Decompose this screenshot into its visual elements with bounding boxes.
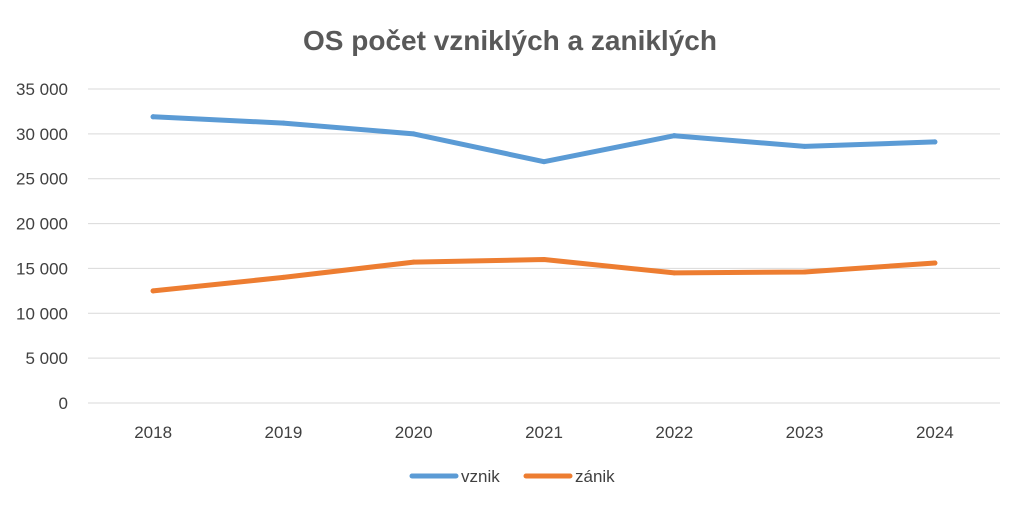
x-tick-label: 2024 — [916, 423, 954, 442]
data-point-vznik-2022 — [671, 133, 677, 139]
x-tick-label: 2018 — [134, 423, 172, 442]
x-axis-tick-labels: 2018 2019 2020 2021 2022 2023 2024 — [134, 423, 954, 442]
series-lines — [150, 114, 938, 294]
y-tick-label: 35 000 — [16, 80, 68, 99]
y-tick-label: 0 — [59, 394, 68, 413]
series-line-zánik — [150, 257, 938, 294]
data-point-zánik-2018 — [150, 288, 156, 294]
legend-label: vznik — [461, 467, 500, 486]
data-point-zánik-2024 — [932, 260, 938, 266]
y-axis-tick-labels: 0 5 000 10 000 15 000 20 000 25 000 30 000 35 0… — [16, 80, 68, 413]
data-point-vznik-2019 — [280, 120, 286, 126]
y-tick-label: 20 000 — [16, 215, 68, 234]
data-point-zánik-2022 — [671, 270, 677, 276]
data-point-vznik-2023 — [802, 143, 808, 149]
y-tick-label: 10 000 — [16, 304, 68, 323]
y-tick-label: 15 000 — [16, 259, 68, 278]
x-tick-label: 2022 — [655, 423, 693, 442]
x-tick-label: 2020 — [395, 423, 433, 442]
legend-item-zánik: zánik — [523, 467, 615, 486]
data-point-vznik-2020 — [411, 131, 417, 137]
data-point-zánik-2020 — [411, 259, 417, 265]
data-point-vznik-2018 — [150, 114, 156, 120]
y-tick-label: 5 000 — [25, 349, 68, 368]
data-point-zánik-2021 — [541, 256, 547, 262]
gridlines — [88, 88, 1000, 404]
x-tick-label: 2021 — [525, 423, 563, 442]
y-tick-label: 30 000 — [16, 125, 68, 144]
x-tick-label: 2019 — [265, 423, 303, 442]
legend-item-vznik: vznik — [409, 467, 500, 486]
chart-title: OS počet vzniklých a zaniklých — [303, 25, 717, 56]
data-point-zánik-2019 — [280, 274, 286, 280]
y-tick-label: 25 000 — [16, 170, 68, 189]
legend: vznik zánik — [409, 467, 615, 486]
data-point-vznik-2021 — [541, 159, 547, 165]
data-point-vznik-2024 — [932, 139, 938, 145]
data-point-zánik-2023 — [802, 269, 808, 275]
series-line-vznik — [150, 114, 938, 165]
legend-label: zánik — [575, 467, 615, 486]
x-tick-label: 2023 — [786, 423, 824, 442]
